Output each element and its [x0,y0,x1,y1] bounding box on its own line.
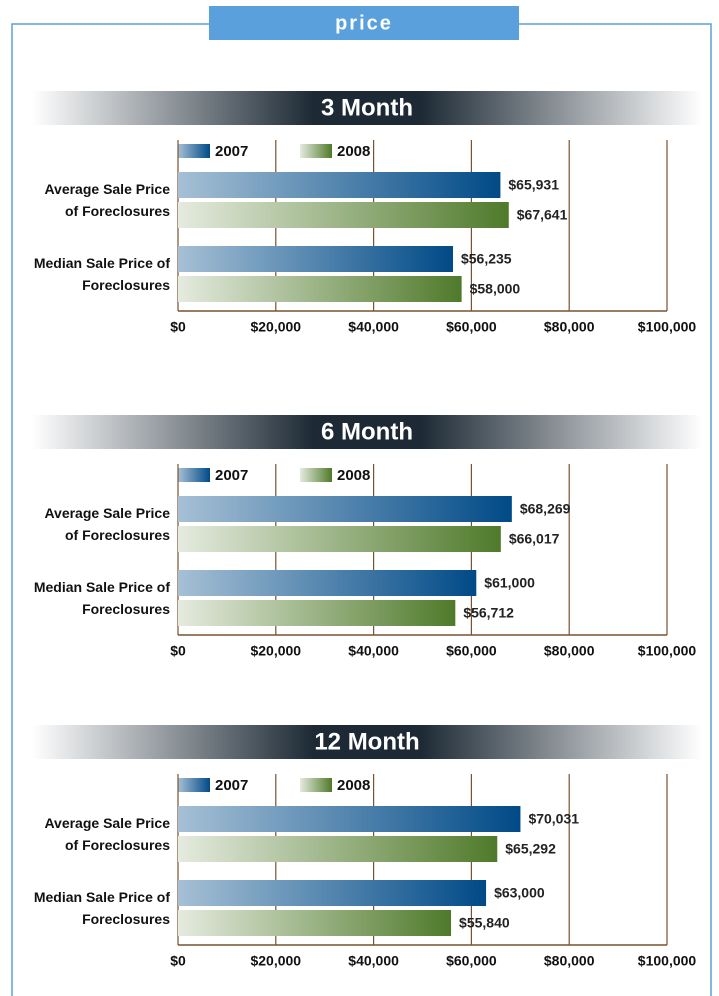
x-tick-label: $80,000 [544,643,595,659]
x-tick-label: $60,000 [446,643,497,659]
value-label: $66,017 [509,531,560,547]
value-label: $55,840 [459,915,510,931]
legend-swatch [178,144,210,158]
bar [178,836,498,862]
legend-swatch [300,144,332,158]
legend-swatch [300,468,332,482]
header-box [209,6,519,40]
chart-title: 6 Month [321,418,413,445]
x-tick-label: $40,000 [348,643,399,659]
bar [178,496,512,522]
legend-swatch [178,778,210,792]
legend-label: 2007 [215,467,248,484]
x-tick-label: $80,000 [544,319,595,335]
legend-label: 2008 [337,467,370,484]
bar [178,276,462,302]
bar [178,570,477,596]
chart-title: 3 Month [321,94,413,121]
value-label: $67,641 [517,207,568,223]
bar [178,910,452,936]
value-label: $68,269 [520,501,571,517]
value-label: $56,712 [463,605,514,621]
x-tick-label: $40,000 [348,953,399,969]
x-tick-label: $80,000 [544,953,595,969]
x-tick-label: $20,000 [250,643,301,659]
title-band [32,725,702,759]
title-band [32,415,702,449]
x-tick-label: $0 [170,643,186,659]
x-tick-label: $100,000 [638,319,697,335]
bar [178,880,487,906]
value-label: $65,292 [505,841,556,857]
category-label: Median Sale Price of Foreclosures [33,579,170,617]
legend-label: 2007 [215,777,248,794]
x-tick-label: $100,000 [638,953,697,969]
title-band [32,91,702,125]
x-tick-label: $60,000 [446,953,497,969]
legend-label: 2008 [337,143,370,160]
category-label: Average Sale Price of Foreclosures [44,815,170,853]
x-tick-label: $100,000 [638,643,697,659]
category-label: Median Sale Price of Foreclosures [33,889,170,927]
bar [178,526,501,552]
legend-swatch [178,468,210,482]
value-label: $58,000 [470,281,521,297]
x-tick-label: $20,000 [250,319,301,335]
x-tick-label: $20,000 [250,953,301,969]
bar [178,202,509,228]
x-tick-label: $60,000 [446,319,497,335]
bar [178,806,521,832]
bar [178,600,456,626]
x-tick-label: $0 [170,953,186,969]
bar [178,172,501,198]
value-label: $63,000 [494,885,545,901]
header-title: price [335,12,393,34]
value-label: $56,235 [461,251,512,267]
category-label: Average Sale Price of Foreclosures [44,181,170,219]
category-label: Average Sale Price of Foreclosures [44,505,170,543]
value-label: $70,031 [528,811,579,827]
value-label: $65,931 [508,177,559,193]
legend-swatch [300,778,332,792]
legend-label: 2007 [215,143,248,160]
x-tick-label: $40,000 [348,319,399,335]
x-tick-label: $0 [170,319,186,335]
bar [178,246,453,272]
legend-label: 2008 [337,777,370,794]
chart-title: 12 Month [314,728,419,755]
category-label: Median Sale Price of Foreclosures [33,255,170,293]
value-label: $61,000 [484,575,535,591]
